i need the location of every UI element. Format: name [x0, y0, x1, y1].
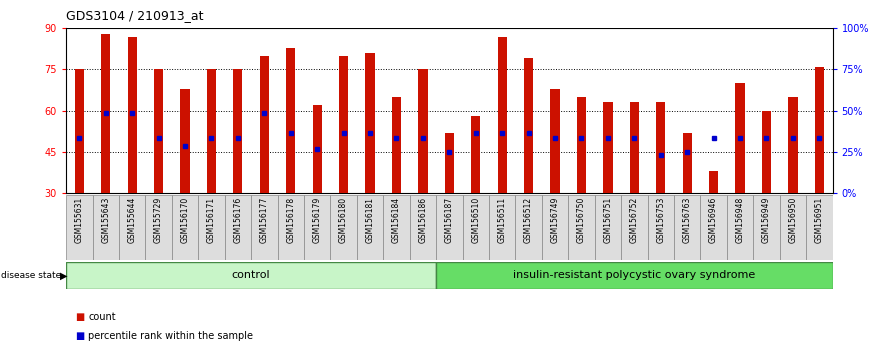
Bar [648, 195, 674, 260]
Bar [788, 97, 797, 193]
Bar [656, 102, 665, 193]
Bar [436, 195, 463, 260]
Text: GDS3104 / 210913_at: GDS3104 / 210913_at [66, 9, 204, 22]
Bar [128, 36, 137, 193]
Bar [154, 69, 163, 193]
Bar [145, 195, 172, 260]
Bar [225, 195, 251, 260]
Bar [753, 195, 780, 260]
Text: GSM156177: GSM156177 [260, 197, 269, 243]
Text: insulin-resistant polycystic ovary syndrome: insulin-resistant polycystic ovary syndr… [514, 270, 755, 280]
Text: GSM156752: GSM156752 [630, 197, 639, 243]
Text: GSM156511: GSM156511 [498, 197, 507, 243]
Bar [181, 89, 189, 193]
Text: GSM156176: GSM156176 [233, 197, 242, 243]
Text: GSM156510: GSM156510 [471, 197, 480, 243]
Text: GSM156946: GSM156946 [709, 197, 718, 243]
Bar [66, 262, 436, 289]
Bar [101, 34, 110, 193]
Bar [762, 111, 771, 193]
Text: ▶: ▶ [60, 270, 68, 280]
Text: GSM156186: GSM156186 [418, 197, 427, 243]
Bar [542, 195, 568, 260]
Bar [568, 195, 595, 260]
Text: control: control [232, 270, 270, 280]
Bar [727, 195, 753, 260]
Bar [357, 195, 383, 260]
Text: GSM156751: GSM156751 [603, 197, 612, 243]
Bar [674, 195, 700, 260]
Bar [736, 83, 744, 193]
Bar [683, 133, 692, 193]
Bar [172, 195, 198, 260]
Bar [603, 102, 612, 193]
Bar [66, 195, 93, 260]
Bar [286, 47, 295, 193]
Bar [119, 195, 145, 260]
Text: GSM156184: GSM156184 [392, 197, 401, 243]
Text: GSM156749: GSM156749 [551, 197, 559, 243]
Bar [207, 69, 216, 193]
Bar [515, 195, 542, 260]
Text: GSM155643: GSM155643 [101, 197, 110, 243]
Text: GSM155631: GSM155631 [75, 197, 84, 243]
Bar [524, 58, 533, 193]
Bar [621, 195, 648, 260]
Text: GSM156178: GSM156178 [286, 197, 295, 243]
Bar [339, 56, 348, 193]
Bar [251, 195, 278, 260]
Bar [471, 116, 480, 193]
Text: count: count [88, 312, 115, 322]
Text: GSM156180: GSM156180 [339, 197, 348, 243]
Bar [463, 195, 489, 260]
Bar [709, 171, 718, 193]
Bar [630, 102, 639, 193]
Text: ■: ■ [75, 331, 84, 341]
Bar [700, 195, 727, 260]
Text: GSM156950: GSM156950 [788, 197, 797, 243]
Text: GSM156949: GSM156949 [762, 197, 771, 243]
Bar [806, 195, 833, 260]
Bar [445, 133, 454, 193]
Bar [577, 97, 586, 193]
Bar [198, 195, 225, 260]
Bar [418, 69, 427, 193]
Bar [498, 36, 507, 193]
Text: GSM156171: GSM156171 [207, 197, 216, 243]
Text: GSM156512: GSM156512 [524, 197, 533, 243]
Text: percentile rank within the sample: percentile rank within the sample [88, 331, 253, 341]
Bar [233, 69, 242, 193]
Text: ■: ■ [75, 312, 84, 322]
Bar [815, 67, 824, 193]
Bar [260, 56, 269, 193]
Bar [313, 105, 322, 193]
Text: GSM156951: GSM156951 [815, 197, 824, 243]
Text: GSM155644: GSM155644 [128, 197, 137, 243]
Bar [75, 69, 84, 193]
Bar [551, 89, 559, 193]
Bar [93, 195, 119, 260]
Text: GSM156179: GSM156179 [313, 197, 322, 243]
Bar [383, 195, 410, 260]
Bar [436, 262, 833, 289]
Bar [366, 53, 374, 193]
Text: GSM156170: GSM156170 [181, 197, 189, 243]
Bar [278, 195, 304, 260]
Text: GSM156763: GSM156763 [683, 197, 692, 243]
Text: GSM156753: GSM156753 [656, 197, 665, 243]
Text: GSM155729: GSM155729 [154, 197, 163, 243]
Bar [330, 195, 357, 260]
Text: GSM156181: GSM156181 [366, 197, 374, 242]
Text: GSM156948: GSM156948 [736, 197, 744, 243]
Text: disease state: disease state [1, 271, 61, 280]
Bar [304, 195, 330, 260]
Bar [780, 195, 806, 260]
Bar [392, 97, 401, 193]
Text: GSM156750: GSM156750 [577, 197, 586, 243]
Text: GSM156187: GSM156187 [445, 197, 454, 243]
Bar [489, 195, 515, 260]
Bar [410, 195, 436, 260]
Bar [595, 195, 621, 260]
